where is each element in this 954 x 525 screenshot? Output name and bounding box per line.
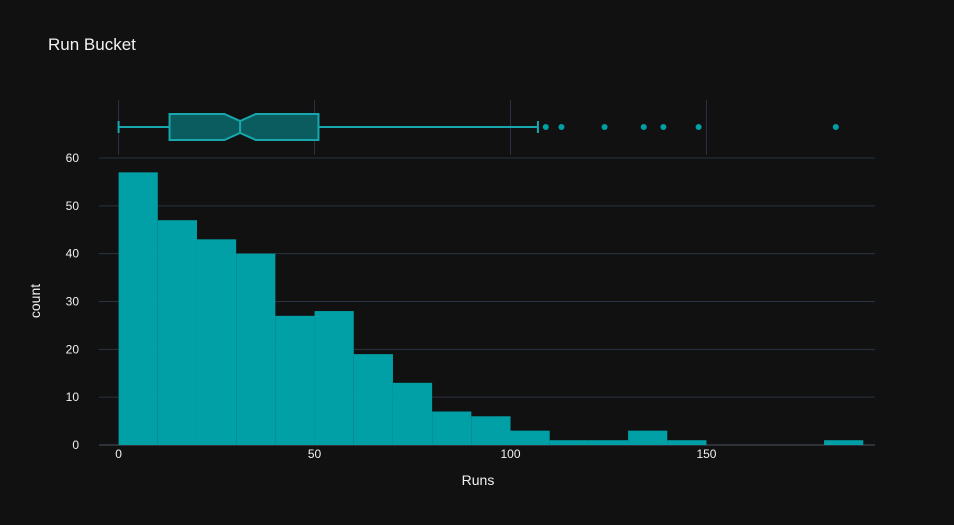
chart-title: Run Bucket <box>48 35 136 54</box>
marginal-box-plot <box>117 113 839 141</box>
histogram-bars <box>118 172 864 445</box>
y-tick-label: 40 <box>66 247 80 261</box>
box-outlier-point <box>640 124 647 130</box>
y-tick-label: 0 <box>72 438 79 452</box>
box-outlier-point <box>695 124 702 130</box>
x-tick-label: 0 <box>115 447 122 461</box>
histogram-bar <box>471 416 511 445</box>
histogram-bar <box>275 315 315 445</box>
histogram-bar <box>353 354 393 445</box>
histogram-bar <box>510 430 550 445</box>
box-outlier-point <box>832 124 839 130</box>
histogram-bar <box>392 382 433 445</box>
histogram-bar <box>432 411 472 445</box>
histogram-bar <box>549 440 589 445</box>
x-axis-ticks: 0 50 100 150 <box>115 447 717 461</box>
box-outlier-point <box>558 124 565 130</box>
x-tick-label: 100 <box>500 447 520 461</box>
box-body <box>168 113 320 141</box>
histogram-bar <box>314 311 354 445</box>
histogram-bar <box>628 430 668 445</box>
x-tick-label: 150 <box>696 447 716 461</box>
x-axis-title: Runs <box>462 472 495 488</box>
y-axis-ticks: 0 10 20 30 40 50 60 <box>66 151 80 452</box>
histogram-bar <box>236 253 276 445</box>
histogram-bar <box>118 172 158 445</box>
y-tick-label: 30 <box>66 295 80 309</box>
histogram-bar <box>196 239 237 445</box>
y-tick-label: 10 <box>66 390 80 404</box>
y-tick-label: 50 <box>66 199 80 213</box>
histogram-bar <box>667 440 707 445</box>
y-tick-label: 60 <box>66 151 80 165</box>
box-outlier-point <box>601 124 608 130</box>
y-axis-title: count <box>27 284 43 318</box>
box-outlier-point <box>542 124 549 130</box>
box-outlier-point <box>660 124 667 130</box>
histogram-bar <box>157 220 197 445</box>
y-tick-label: 20 <box>66 342 80 356</box>
x-tick-label: 50 <box>308 447 322 461</box>
histogram-bar <box>824 440 864 445</box>
histogram-bar <box>588 440 629 445</box>
